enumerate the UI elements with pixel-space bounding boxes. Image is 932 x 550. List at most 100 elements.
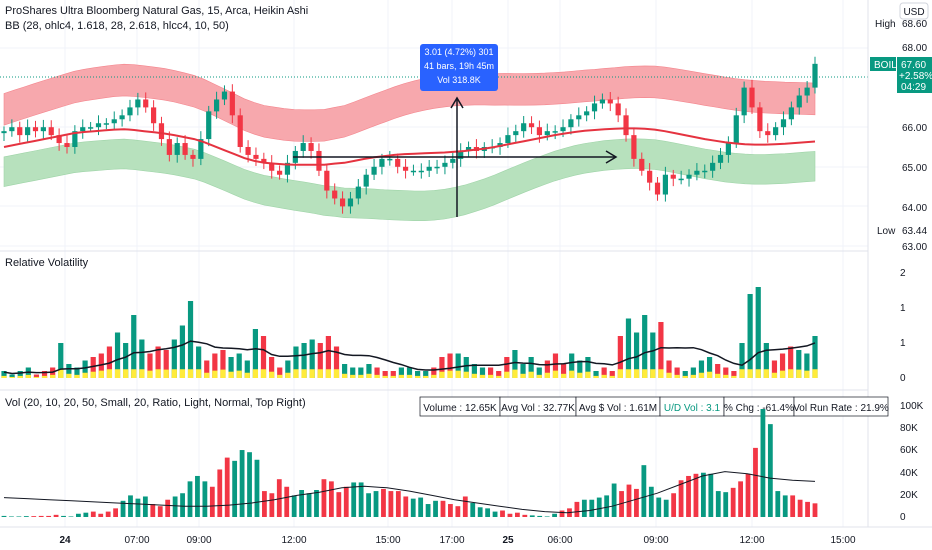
rv-bar: [439, 357, 445, 378]
volume-bar: [477, 507, 483, 517]
rv-bar: [293, 346, 299, 378]
volume-bar: [433, 500, 438, 517]
price-tick: 66.00: [902, 123, 927, 134]
volume-bar: [98, 513, 104, 517]
measure-line3: Vol 318.8K: [437, 75, 481, 85]
volume-bar: [366, 493, 371, 517]
candle: [347, 198, 354, 207]
volume-bar: [9, 516, 14, 517]
vol-stat-text: U/D Vol : 3.1: [664, 403, 721, 414]
rv-yellow-bar: [374, 374, 380, 378]
candle: [308, 143, 314, 151]
rv-bar: [147, 353, 153, 378]
price-axis[interactable]: High 68.60 68.00 66.00 65.00 64.00 63.00…: [870, 16, 932, 253]
rv-yellow-bar: [488, 374, 494, 378]
volume-bar: [790, 495, 796, 517]
measure-tool[interactable]: 3.01 (4.72%) 301 41 bars, 19h 45m Vol 31…: [293, 44, 618, 217]
time-axis[interactable]: 24 07:00 09:00 12:00 15:00 17:00 25 06:00 09:00 1…: [59, 535, 856, 546]
candle: [371, 166, 377, 175]
rv-yellow-bar: [106, 369, 113, 378]
volume-bar: [626, 484, 632, 517]
volume-bar: [462, 496, 468, 517]
volume-bar: [648, 486, 654, 517]
rv-yellow-bar: [415, 375, 421, 378]
vol-tick: 40K: [900, 468, 918, 479]
rv-tick: 2: [900, 268, 906, 279]
rv-bar: [682, 371, 688, 378]
candle: [773, 127, 779, 136]
rv-yellow-bar: [236, 370, 242, 378]
rv-bar: [33, 374, 40, 378]
rv-yellow-bar: [666, 372, 672, 378]
candle: [717, 154, 724, 163]
rv-yellow-bar: [382, 375, 388, 378]
rv-bar: [350, 367, 356, 378]
rv-yellow-bar: [325, 369, 331, 378]
volume-bar: [611, 483, 617, 517]
volume-bar: [328, 481, 334, 517]
rv-yellow-bar: [17, 375, 23, 378]
candle: [182, 143, 188, 155]
rv-yellow-bar: [812, 369, 818, 378]
volume-bar: [730, 487, 736, 517]
volume-bar: [634, 488, 639, 517]
vol-stat-text: Avg Vol : 32.77K: [501, 403, 575, 414]
candle: [615, 103, 621, 116]
rv-bar: [690, 367, 696, 378]
rv-yellow-bar: [179, 369, 186, 378]
time-tick: 09:00: [643, 535, 668, 546]
volume-bar: [514, 512, 520, 517]
candle: [544, 131, 550, 136]
volume-bar: [738, 481, 743, 517]
rv-yellow-bar: [431, 374, 437, 378]
candle: [300, 143, 306, 151]
rv-yellow-bar: [25, 374, 31, 378]
currency-button[interactable]: [899, 2, 929, 20]
rv-yellow-bar: [698, 372, 705, 378]
rv-bar: [763, 343, 769, 378]
volume-bar: [1, 515, 7, 517]
rv-bar: [406, 367, 413, 378]
price-tick: 63.00: [902, 242, 927, 253]
rv-bar: [325, 336, 331, 378]
volume-bar: [581, 499, 587, 517]
rv-bar: [155, 346, 161, 378]
rv-yellow-bar: [58, 369, 64, 378]
volume-bar: [381, 488, 386, 517]
candle: [355, 186, 361, 199]
rv-bar: [358, 367, 364, 378]
indicator-legend: BB (28, ohlc4, 1.618, 28, 2.618, hlcc4, …: [5, 20, 229, 32]
measure-line1: 3.01 (4.72%) 301: [424, 47, 493, 57]
time-tick: 15:00: [375, 535, 400, 546]
symbol-label: BOIL: [874, 60, 897, 71]
rv-bar: [455, 353, 461, 378]
volume-bar: [46, 515, 52, 517]
volume-bar: [217, 469, 223, 517]
rv-yellow-bar: [90, 371, 96, 378]
rv-yellow-bar: [796, 369, 802, 378]
volume-bar: [552, 513, 557, 517]
candle: [654, 182, 661, 195]
candle: [741, 87, 747, 116]
volume-bar: [358, 482, 364, 517]
rv-bar: [285, 360, 291, 378]
rv-average-line: [3, 340, 816, 375]
candle: [662, 174, 668, 195]
rv-bar: [796, 350, 802, 378]
volume-bar: [53, 514, 59, 517]
rv-yellow-bar: [779, 370, 786, 378]
volume-bar: [76, 513, 81, 517]
candle: [631, 135, 637, 159]
rv-yellow-bar: [252, 369, 259, 378]
candle: [434, 166, 440, 169]
volume-bar: [485, 508, 491, 517]
time-tick: 25: [502, 535, 514, 546]
volume-bar: [61, 515, 66, 517]
rv-bar: [666, 360, 672, 378]
rv-bar: [139, 339, 145, 378]
rv-yellow-bar: [390, 375, 396, 378]
rv-bar: [390, 371, 396, 378]
volume-bar: [805, 501, 810, 517]
rv-bar: [196, 346, 202, 378]
